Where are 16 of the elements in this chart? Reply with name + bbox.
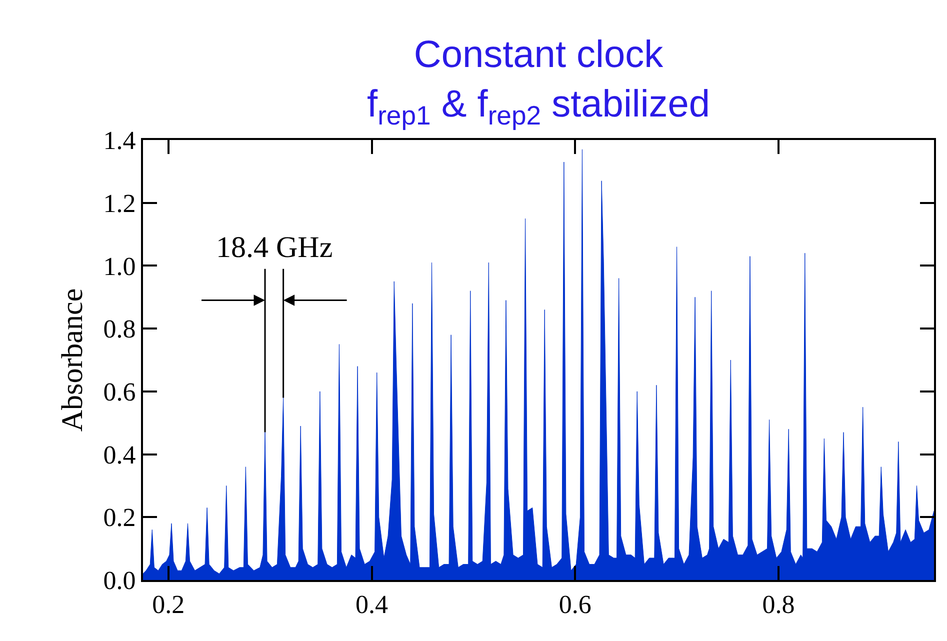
y-axis-title: Absorbance	[56, 288, 89, 432]
x-tick-label: 0.2	[152, 590, 185, 620]
x-tick-label: 0.8	[762, 590, 795, 620]
chart-title: Constant clock	[414, 34, 664, 76]
y-tick-label: 1.2	[103, 188, 136, 218]
y-tick-label: 0.4	[103, 440, 136, 470]
annotation: 18.4 GHz	[216, 231, 333, 264]
x-tick-label: 0.4	[356, 590, 388, 620]
x-tick-label: 0.6	[558, 590, 592, 620]
y-tick-label: 0.0	[103, 566, 136, 596]
y-tick-label: 0.8	[103, 314, 136, 344]
y-tick-label: 1.0	[103, 252, 136, 281]
y-tick-label: 0.2	[103, 503, 136, 532]
y-tick-label: 1.4	[103, 126, 136, 156]
chart-subtitle: f$_{rep1}$ & f$_{rep2}$ stabilized	[367, 83, 710, 130]
y-tick-label: 0.6	[103, 378, 136, 407]
